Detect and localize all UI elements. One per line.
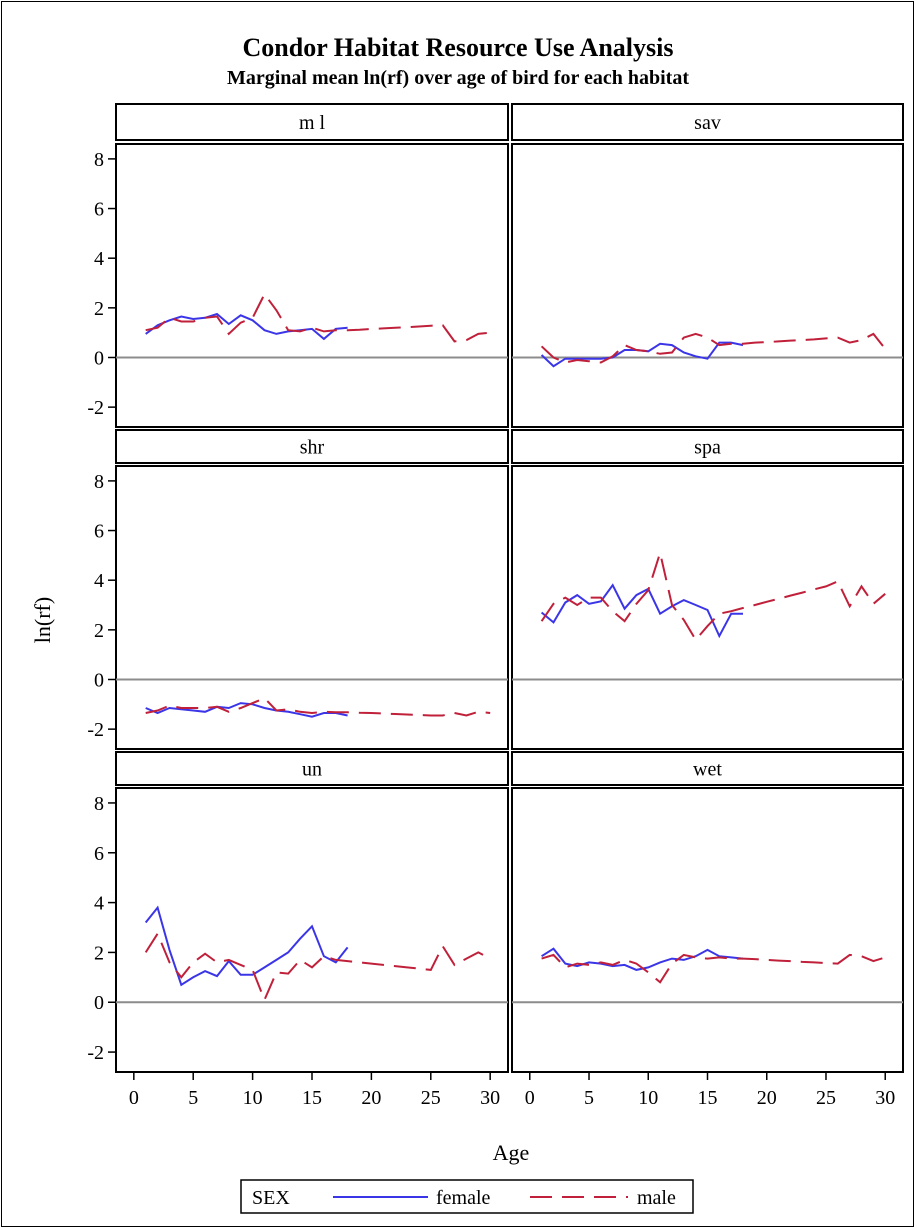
panel-plot-1 xyxy=(511,143,904,428)
x-tick-label: 20 xyxy=(757,1087,777,1109)
panel-label-0: m l xyxy=(299,112,326,134)
y-tick-label: 4 xyxy=(94,570,104,592)
legend-male-label: male xyxy=(637,1187,676,1209)
x-tick-label: 25 xyxy=(816,1087,836,1109)
x-tick-label: 15 xyxy=(698,1087,718,1109)
y-tick-label: 0 xyxy=(94,347,104,369)
legend-box xyxy=(240,1179,694,1214)
panel-header-0 xyxy=(115,103,509,141)
panel-label-4: un xyxy=(302,759,322,781)
y-tick-label: 0 xyxy=(94,669,104,691)
series-male-line-5 xyxy=(541,953,886,984)
x-tick-label: 30 xyxy=(875,1087,895,1109)
panel-label-5: wet xyxy=(693,759,722,781)
panel-header-4 xyxy=(115,751,509,786)
series-female-line-0 xyxy=(145,312,348,341)
x-tick-label: 10 xyxy=(638,1087,658,1109)
legend-title: SEX xyxy=(252,1187,290,1209)
y-tick-label: -2 xyxy=(87,397,104,419)
chart-title: Condor Habitat Resource Use Analysis xyxy=(243,33,674,62)
y-tick-label: 2 xyxy=(94,942,104,964)
x-axis-label: Age xyxy=(493,1140,530,1165)
series-male-line-0 xyxy=(145,292,491,343)
x-tick-label: 5 xyxy=(584,1087,594,1109)
x-tick-label: 10 xyxy=(243,1087,263,1109)
y-tick-label: 0 xyxy=(94,992,104,1014)
chart-subtitle: Marginal mean ln(rf) over age of bird fo… xyxy=(227,67,689,89)
panel-plot-5 xyxy=(511,787,904,1073)
y-tick-label: 2 xyxy=(94,620,104,642)
x-tick-label: 30 xyxy=(480,1087,500,1109)
series-male-line-4 xyxy=(144,931,491,1003)
y-tick-label: 8 xyxy=(94,793,104,815)
x-tick-label: 25 xyxy=(421,1087,441,1109)
panel-label-2: shr xyxy=(300,437,325,459)
y-tick-label: 8 xyxy=(94,471,104,493)
panel-plot-3 xyxy=(511,465,904,750)
legend: SEX female male xyxy=(240,1179,694,1214)
panel-header-1 xyxy=(511,103,904,141)
y-tick-label: 4 xyxy=(94,248,104,270)
panel-plot-0 xyxy=(115,143,509,428)
x-tick-label: 5 xyxy=(188,1087,198,1109)
series-female-line-2 xyxy=(145,702,348,718)
y-tick-label: 6 xyxy=(94,843,104,865)
panel-label-1: sav xyxy=(694,112,721,134)
y-tick-label: 2 xyxy=(94,298,104,320)
panel-plot-2 xyxy=(115,465,509,750)
series-female-line-3 xyxy=(540,583,743,639)
panel-plot-4 xyxy=(115,787,509,1073)
x-tick-label: 0 xyxy=(129,1087,139,1109)
y-tick-label: -2 xyxy=(87,1042,104,1064)
series-female-line-4 xyxy=(144,905,349,987)
y-tick-label: 4 xyxy=(94,893,104,915)
panel-header-5 xyxy=(511,751,904,786)
series-male-line-3 xyxy=(540,549,886,642)
x-tick-label: 0 xyxy=(525,1087,535,1109)
x-tick-label: 20 xyxy=(361,1087,381,1109)
y-axis-label: ln(rf) xyxy=(30,597,55,643)
panel-label-3: spa xyxy=(694,437,721,459)
panels-group: m l -2 0 2 4 6 8 sav shr -2 0 2 4 6 8 spa un -2 0 2 4 6 8 0 5 10 1… xyxy=(87,103,904,1109)
series-male-line-1 xyxy=(540,332,886,364)
y-tick-label: -2 xyxy=(87,719,104,741)
y-tick-label: 6 xyxy=(94,199,104,221)
panel-header-2 xyxy=(115,429,509,464)
series-male-line-2 xyxy=(145,696,491,717)
legend-female-label: female xyxy=(436,1187,491,1209)
y-tick-label: 8 xyxy=(94,149,104,171)
y-tick-label: 6 xyxy=(94,521,104,543)
x-tick-label: 15 xyxy=(302,1087,322,1109)
panel-header-3 xyxy=(511,429,904,464)
